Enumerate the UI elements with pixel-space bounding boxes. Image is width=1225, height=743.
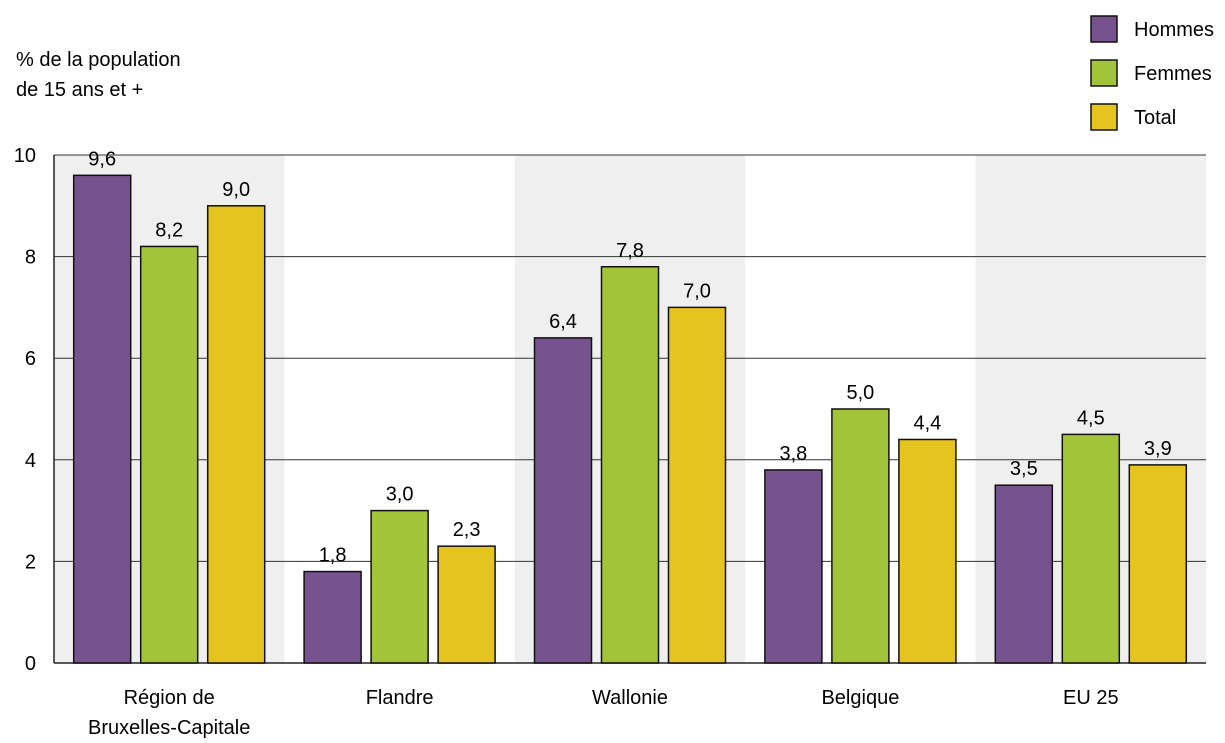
bars bbox=[72, 174, 1188, 664]
category-label: Flandre bbox=[366, 687, 434, 709]
bar-total bbox=[206, 205, 266, 664]
data-label: 3,8 bbox=[779, 443, 807, 465]
bar-total bbox=[667, 306, 727, 664]
legend-label: Hommes bbox=[1134, 19, 1214, 41]
bar-total bbox=[898, 438, 957, 664]
data-label: 3,5 bbox=[1010, 458, 1038, 480]
category-label: Belgique bbox=[821, 687, 899, 709]
data-label: 7,8 bbox=[616, 240, 644, 262]
bar-femmes bbox=[831, 408, 890, 664]
category-label: Bruxelles-Capitale bbox=[88, 717, 250, 739]
legend: Hommes Femmes Total bbox=[1090, 15, 1214, 131]
legend-label: Femmes bbox=[1134, 63, 1212, 85]
bar-hommes bbox=[994, 484, 1054, 664]
y-tick-label: 6 bbox=[25, 348, 36, 370]
y-tick-label: 8 bbox=[25, 247, 36, 269]
data-label: 3,0 bbox=[386, 484, 414, 506]
value-labels: 9,6 8,2 9,0 1,8 3,0 2,3 6,4 7,8 7,0 3,8 5,0 4,4 3,5 4… bbox=[88, 148, 1171, 566]
y-tick-label: 10 bbox=[14, 145, 36, 167]
data-label: 4,4 bbox=[913, 412, 941, 434]
bar-femmes bbox=[600, 266, 660, 664]
category-labels: Région de Bruxelles-Capitale Flandre Wallon… bbox=[88, 687, 1119, 739]
data-label: 6,4 bbox=[549, 311, 577, 333]
data-label: 9,0 bbox=[222, 179, 250, 201]
legend-swatch-femmes bbox=[1090, 59, 1118, 87]
data-label: 1,8 bbox=[319, 545, 347, 567]
category-label: EU 25 bbox=[1063, 687, 1119, 709]
data-label: 9,6 bbox=[88, 148, 116, 170]
bar-femmes bbox=[139, 245, 199, 664]
bar-hommes bbox=[72, 174, 132, 664]
y-axis-label: % de la population de 15 ans et + bbox=[16, 49, 181, 101]
legend-swatch-hommes bbox=[1090, 15, 1118, 43]
data-label: 8,2 bbox=[155, 219, 183, 241]
bar-femmes bbox=[370, 509, 429, 664]
bar-hommes bbox=[533, 337, 593, 664]
data-label: 3,9 bbox=[1144, 438, 1172, 460]
y-axis-label-line: de 15 ans et + bbox=[16, 79, 143, 101]
data-label: 4,5 bbox=[1077, 407, 1105, 429]
legend-label: Total bbox=[1134, 107, 1176, 129]
bar-hommes bbox=[303, 570, 362, 664]
bar-femmes bbox=[1061, 433, 1121, 664]
data-label: 5,0 bbox=[846, 382, 874, 404]
y-tick-label: 0 bbox=[25, 653, 36, 675]
data-label: 2,3 bbox=[453, 519, 481, 541]
y-tick-label: 4 bbox=[25, 450, 36, 472]
category-label: Wallonie bbox=[592, 687, 668, 709]
y-tick-label: 2 bbox=[25, 551, 36, 573]
data-label: 7,0 bbox=[683, 280, 711, 302]
legend-swatch-total bbox=[1090, 103, 1118, 131]
y-tick-labels: 0 2 4 6 8 10 bbox=[14, 145, 36, 675]
y-axis-label-line: % de la population bbox=[16, 49, 181, 71]
bar-hommes bbox=[764, 469, 823, 664]
category-label: Région de bbox=[124, 687, 215, 709]
bar-total bbox=[437, 545, 496, 664]
bar-total bbox=[1128, 464, 1188, 664]
